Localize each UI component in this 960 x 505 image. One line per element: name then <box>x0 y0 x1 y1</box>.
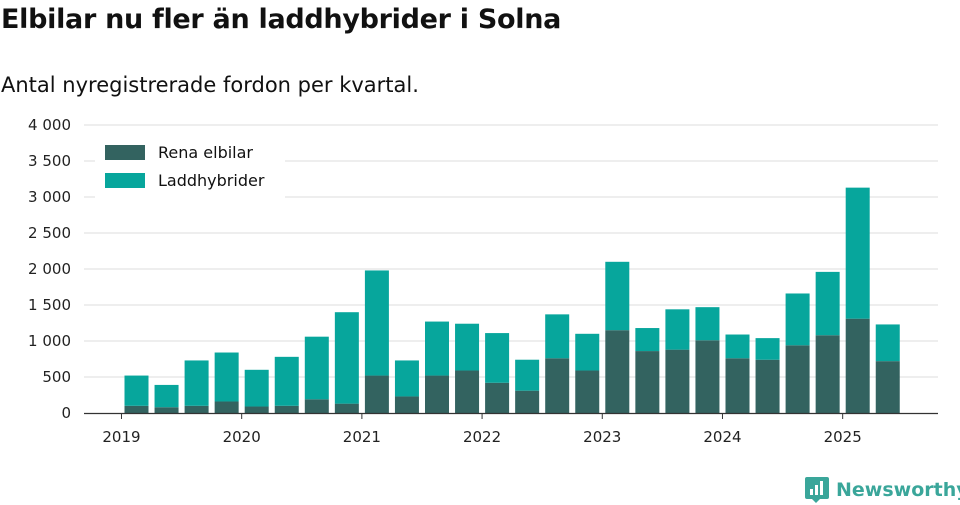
bar-rena-elbilar: 2023 Q4 – Rena elbilar: 1010 <box>695 340 720 413</box>
bar-rena-elbilar: 2022 Q4 – Rena elbilar: 590 <box>575 370 600 413</box>
y-tick-label: 2 500 <box>28 224 71 242</box>
bar-laddhybrider: 2023 Q4 – Laddhybrider: 460 <box>695 307 720 341</box>
x-tick-label: 2023 <box>583 428 621 446</box>
x-tick-label: 2025 <box>824 428 862 446</box>
y-tick-label: 2 000 <box>28 260 71 278</box>
brand-name: Newsworthy <box>836 479 960 501</box>
bar-laddhybrider: 2020 Q3 – Laddhybrider: 870 <box>304 336 329 400</box>
bar-rena-elbilar: 2024 Q4 – Rena elbilar: 1080 <box>815 335 840 413</box>
y-tick-label: 4 000 <box>28 116 71 134</box>
bar-rena-elbilar: 2022 Q3 – Rena elbilar: 760 <box>545 358 570 413</box>
chart-subtitle: Antal nyregistrerade fordon per kvartal. <box>1 73 419 97</box>
bar-laddhybrider: 2022 Q4 – Laddhybrider: 510 <box>575 333 600 371</box>
bar-laddhybrider: 2022 Q3 – Laddhybrider: 610 <box>545 314 570 359</box>
newsworthy-icon <box>805 477 829 503</box>
bar-rena-elbilar: 2024 Q3 – Rena elbilar: 940 <box>785 345 810 413</box>
y-tick-label: 1 000 <box>28 332 71 350</box>
bar-rena-elbilar: 2019 Q4 – Rena elbilar: 160 <box>214 401 239 413</box>
bar-laddhybrider: 2019 Q4 – Laddhybrider: 680 <box>214 352 239 402</box>
bar-laddhybrider: 2020 Q1 – Laddhybrider: 510 <box>244 369 269 407</box>
bar-laddhybrider: 2019 Q1 – Laddhybrider: 420 <box>124 375 149 406</box>
bar-laddhybrider: 2023 Q3 – Laddhybrider: 560 <box>665 309 690 350</box>
bar-laddhybrider: 2019 Q2 – Laddhybrider: 310 <box>154 384 179 408</box>
chart-title: Elbilar nu fler än laddhybrider i Solna <box>1 4 562 35</box>
x-tick-label: 2021 <box>343 428 381 446</box>
legend-swatch <box>105 173 145 188</box>
newsworthy-logo: Newsworthy <box>804 476 960 504</box>
bar-rena-elbilar: 2025 Q1 – Rena elbilar: 1310 <box>845 318 870 413</box>
bar-laddhybrider: 2025 Q1 – Laddhybrider: 1820 <box>845 187 870 319</box>
legend: Rena elbilar Laddhybrider <box>95 139 285 199</box>
bar-laddhybrider: 2021 Q1 – Laddhybrider: 1460 <box>364 270 389 376</box>
bar-laddhybrider: 2022 Q2 – Laddhybrider: 430 <box>515 359 540 391</box>
bar-rena-elbilar: 2019 Q3 – Rena elbilar: 100 <box>184 405 209 413</box>
bar-laddhybrider: 2021 Q2 – Laddhybrider: 500 <box>394 360 419 397</box>
legend-swatch <box>105 145 145 160</box>
bar-laddhybrider: 2020 Q4 – Laddhybrider: 1270 <box>334 312 359 404</box>
y-tick-label: 3 000 <box>28 188 71 206</box>
bar-laddhybrider: 2023 Q2 – Laddhybrider: 320 <box>635 328 660 352</box>
x-tick-label: 2020 <box>223 428 261 446</box>
y-axis-ticks: 0 500 1 000 1 500 2 000 2 500 3 000 3 500 4 000 <box>28 116 71 422</box>
bar-laddhybrider: 2022 Q1 – Laddhybrider: 690 <box>485 333 510 383</box>
y-tick-label: 500 <box>42 368 71 386</box>
bar-rena-elbilar: 2023 Q3 – Rena elbilar: 880 <box>665 349 690 413</box>
bar-rena-elbilar: 2020 Q3 – Rena elbilar: 190 <box>304 399 329 413</box>
bars: 2019 Q1 – Rena elbilar: 1002019 Q1 – Lad… <box>124 187 900 413</box>
y-tick-label: 3 500 <box>28 152 71 170</box>
bar-rena-elbilar: 2024 Q2 – Rena elbilar: 740 <box>755 359 780 413</box>
bar-laddhybrider: 2021 Q4 – Laddhybrider: 650 <box>455 323 480 371</box>
legend-label: Rena elbilar <box>158 143 253 162</box>
bar-rena-elbilar: 2022 Q1 – Rena elbilar: 420 <box>485 382 510 413</box>
x-tick-label: 2019 <box>102 428 140 446</box>
bar-rena-elbilar: 2023 Q1 – Rena elbilar: 1150 <box>605 330 630 413</box>
bar-laddhybrider: 2024 Q2 – Laddhybrider: 300 <box>755 338 780 360</box>
y-tick-label: 1 500 <box>28 296 71 314</box>
bar-rena-elbilar: 2020 Q4 – Rena elbilar: 130 <box>334 403 359 413</box>
bar-laddhybrider: 2025 Q2 – Laddhybrider: 510 <box>875 324 900 362</box>
bar-rena-elbilar: 2025 Q2 – Rena elbilar: 720 <box>875 361 900 413</box>
bar-rena-elbilar: 2024 Q1 – Rena elbilar: 760 <box>725 358 750 413</box>
bar-rena-elbilar: 2020 Q2 – Rena elbilar: 100 <box>274 405 299 413</box>
y-tick-label: 0 <box>61 404 71 422</box>
bar-rena-elbilar: 2023 Q2 – Rena elbilar: 860 <box>635 351 660 413</box>
bar-rena-elbilar: 2021 Q4 – Rena elbilar: 590 <box>455 370 480 413</box>
bar-laddhybrider: 2019 Q3 – Laddhybrider: 630 <box>184 360 209 406</box>
bar-rena-elbilar: 2021 Q1 – Rena elbilar: 520 <box>364 375 389 413</box>
bar-laddhybrider: 2020 Q2 – Laddhybrider: 680 <box>274 356 299 406</box>
bar-laddhybrider: 2024 Q1 – Laddhybrider: 330 <box>725 334 750 359</box>
bar-laddhybrider: 2024 Q3 – Laddhybrider: 720 <box>785 293 810 346</box>
x-axis: 2019 2020 2021 2022 2023 2024 2025 <box>84 412 938 446</box>
bar-laddhybrider: 2024 Q4 – Laddhybrider: 880 <box>815 271 840 336</box>
bar-rena-elbilar: 2020 Q1 – Rena elbilar: 90 <box>244 406 269 413</box>
bar-laddhybrider: 2023 Q1 – Laddhybrider: 950 <box>605 261 630 331</box>
bar-laddhybrider: 2021 Q3 – Laddhybrider: 750 <box>425 321 449 376</box>
bar-rena-elbilar: 2019 Q1 – Rena elbilar: 100 <box>124 405 149 413</box>
legend-label: Laddhybrider <box>158 171 265 190</box>
bar-rena-elbilar: 2019 Q2 – Rena elbilar: 80 <box>154 407 179 413</box>
bar-rena-elbilar: 2021 Q2 – Rena elbilar: 230 <box>394 396 419 413</box>
bar-rena-elbilar: 2021 Q3 – Rena elbilar: 520 <box>425 375 449 413</box>
x-tick-label: 2024 <box>703 428 741 446</box>
x-tick-label: 2022 <box>463 428 501 446</box>
bar-rena-elbilar: 2022 Q2 – Rena elbilar: 310 <box>515 390 540 413</box>
